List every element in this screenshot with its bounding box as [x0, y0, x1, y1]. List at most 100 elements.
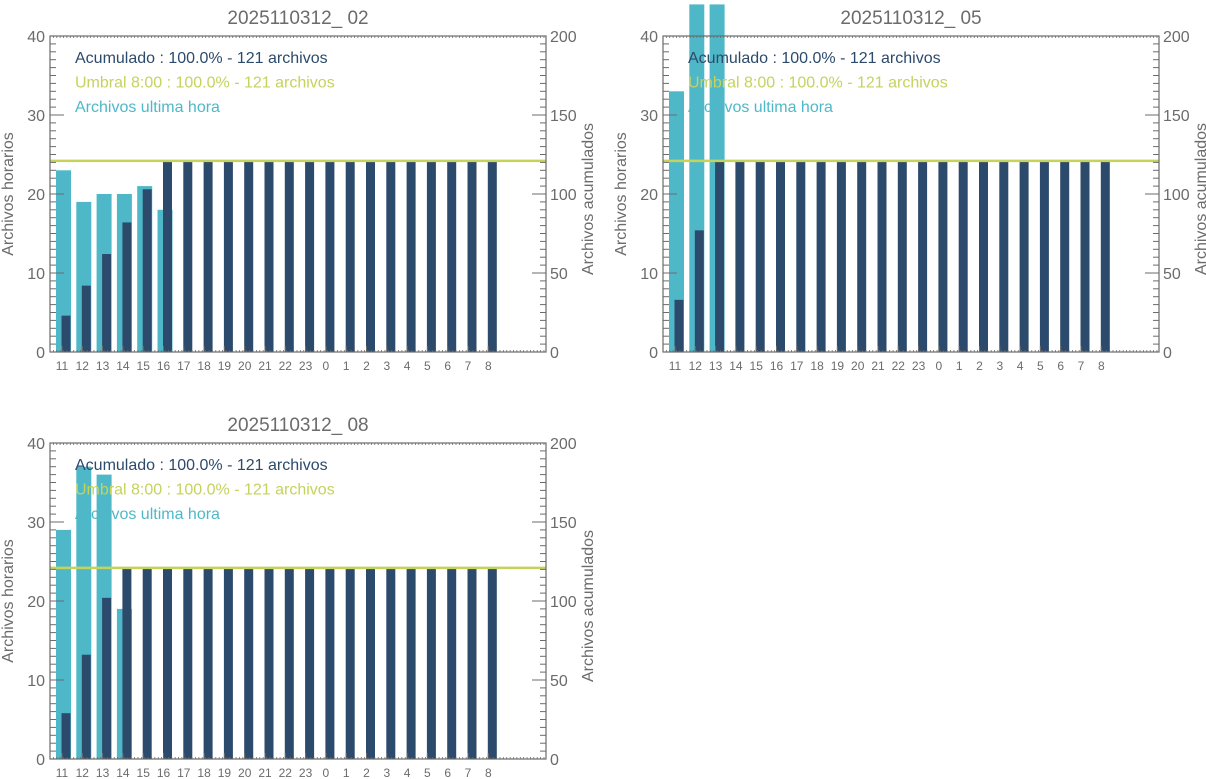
x-tick-label: 4 [404, 359, 411, 373]
y-tick-label: 0 [36, 345, 45, 362]
y2-axis-label: Archivos acumulados [580, 530, 597, 682]
x-tick-label: 8 [485, 359, 492, 373]
cumulative-bar [163, 160, 172, 352]
x-tick-label: 23 [299, 359, 313, 373]
legend-hourly: Archivos ultima hora [688, 99, 833, 116]
x-tick-label: 1 [343, 766, 350, 779]
cumulative-bar [426, 160, 436, 352]
x-tick-label: 3 [383, 766, 390, 779]
cumulative-bar [386, 567, 396, 759]
hourly-bar [669, 91, 684, 353]
x-tick-label: 21 [258, 766, 272, 779]
cumulative-bar [755, 160, 765, 352]
cumulative-bar [345, 160, 355, 352]
cumulative-bar [142, 567, 152, 759]
x-tick-label: 19 [218, 359, 232, 373]
cumulative-bar [244, 160, 254, 352]
cumulative-bar [61, 713, 71, 759]
cumulative-bar [674, 299, 684, 352]
cumulative-bar [183, 160, 193, 352]
legend-cumulative: Acumulado : 100.0% - 121 archivos [688, 50, 941, 67]
x-tick-label: 11 [56, 766, 69, 779]
y-tick-label: 10 [640, 266, 658, 283]
x-tick-label: 6 [1057, 359, 1064, 373]
y-tick-label: 20 [640, 187, 658, 204]
y2-tick-label: 200 [550, 436, 577, 453]
chart-title: 2025110312_ 02 [227, 8, 368, 29]
chart-title: 2025110312_ 08 [227, 415, 368, 436]
x-tick-label: 1 [343, 359, 350, 373]
cumulative-bar [366, 160, 375, 352]
y-tick-label: 40 [27, 29, 45, 46]
x-tick-label: 20 [851, 359, 865, 373]
y2-tick-label: 50 [1163, 266, 1181, 283]
x-tick-label: 20 [238, 766, 252, 779]
legend-threshold: Umbral 8:00 : 100.0% - 121 archivos [75, 75, 335, 92]
y2-tick-label: 200 [1163, 29, 1190, 46]
cumulative-bar [122, 222, 132, 352]
y2-tick-label: 100 [550, 594, 577, 611]
x-tick-label: 19 [831, 359, 845, 373]
cumulative-bar [325, 567, 335, 759]
cumulative-bar [735, 160, 745, 352]
x-tick-label: 12 [689, 359, 703, 373]
cumulative-bar [163, 567, 172, 759]
y2-tick-label: 150 [1163, 108, 1190, 125]
y-axis-label: Archivos horarios [0, 132, 17, 256]
x-tick-label: 17 [790, 359, 804, 373]
x-tick-label: 22 [279, 766, 293, 779]
cumulative-bar [183, 567, 193, 759]
y2-tick-label: 100 [550, 187, 577, 204]
x-tick-label: 14 [729, 359, 743, 373]
x-tick-label: 12 [76, 359, 90, 373]
y-tick-label: 30 [27, 515, 45, 532]
x-tick-label: 3 [383, 359, 390, 373]
cumulative-bar [796, 160, 806, 352]
cumulative-bar [366, 567, 375, 759]
y2-tick-label: 50 [550, 673, 568, 690]
y-tick-label: 40 [27, 436, 45, 453]
x-tick-label: 3 [996, 359, 1003, 373]
cumulative-bar [426, 567, 436, 759]
cumulative-bar [467, 160, 477, 352]
cumulative-bar [447, 567, 457, 759]
x-tick-label: 14 [116, 766, 130, 779]
x-tick-label: 11 [56, 359, 69, 373]
cumulative-bar [223, 567, 233, 759]
x-tick-label: 12 [76, 766, 90, 779]
x-tick-label: 0 [936, 359, 943, 373]
cumulative-bar [203, 567, 213, 759]
legend-cumulative: Acumulado : 100.0% - 121 archivos [75, 457, 328, 474]
cumulative-bar [694, 230, 704, 352]
x-tick-label: 13 [96, 359, 110, 373]
y2-tick-label: 200 [550, 29, 577, 46]
cumulative-bar [305, 160, 315, 352]
y-tick-label: 40 [640, 29, 658, 46]
y2-tick-label: 0 [550, 752, 559, 769]
cumulative-bar [999, 160, 1009, 352]
cumulative-bar [979, 160, 988, 352]
x-tick-label: 21 [871, 359, 885, 373]
x-tick-label: 6 [444, 359, 451, 373]
x-tick-label: 7 [465, 359, 472, 373]
cumulative-bar [406, 567, 416, 759]
cumulative-bar [142, 189, 152, 352]
cumulative-bar [877, 160, 887, 352]
chart-panel: 11 12 13 14 15 16 17 18 19 20 21 22 23 0 1 2 3 4 5 6 7 801020… [0, 415, 597, 779]
cumulative-bar [325, 160, 335, 352]
cumulative-bar [81, 654, 91, 759]
cumulative-bar [897, 160, 907, 352]
cumulative-bar [918, 160, 928, 352]
cumulative-bar [487, 160, 497, 352]
y2-axis-label: Archivos acumulados [580, 123, 597, 275]
x-tick-label: 15 [137, 766, 151, 779]
cumulative-bar [1019, 160, 1029, 352]
cumulative-bar [776, 160, 785, 352]
cumulative-bar [1100, 160, 1110, 352]
cumulative-bar [264, 160, 274, 352]
y2-axis-label: Archivos acumulados [1193, 123, 1206, 275]
x-tick-label: 18 [197, 359, 211, 373]
chart-title: 2025110312_ 05 [840, 8, 981, 29]
x-tick-label: 5 [424, 766, 431, 779]
